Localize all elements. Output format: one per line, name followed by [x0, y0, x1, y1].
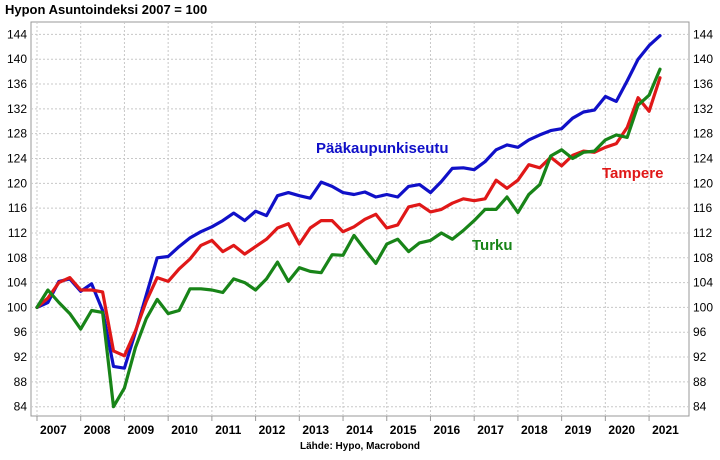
series-label-3: Turku — [472, 237, 513, 254]
x-tick-label: 2008 — [84, 423, 111, 437]
grid — [31, 22, 689, 416]
y-tick-label-right: 92 — [693, 350, 707, 364]
y-tick-label-right: 88 — [693, 375, 707, 389]
x-tick-label: 2007 — [40, 423, 67, 437]
y-tick-label-left: 136 — [7, 77, 27, 91]
x-tick-label: 2021 — [652, 423, 679, 437]
y-tick-label-left: 140 — [7, 52, 27, 66]
y-tick-label-left: 124 — [7, 152, 27, 166]
x-tick-label: 2015 — [390, 423, 417, 437]
x-tick-label: 2009 — [127, 423, 154, 437]
x-tick-label: 2018 — [521, 423, 548, 437]
x-tick-label: 2012 — [259, 423, 286, 437]
series-labels: Pääkaupunkiseutu Tampere Turku — [316, 140, 663, 254]
x-tick-label: 2017 — [477, 423, 504, 437]
y-tick-label-right: 116 — [693, 201, 712, 215]
x-tick-label: 2010 — [171, 423, 198, 437]
y-tick-label-right: 108 — [693, 251, 713, 265]
y-tick-label-left: 88 — [14, 375, 28, 389]
y-tick-label-right: 132 — [693, 102, 713, 116]
series-line-2 — [35, 76, 662, 358]
series-label-2: Tampere — [602, 165, 663, 182]
x-tick-label: 2013 — [302, 423, 329, 437]
y-tick-label-left: 144 — [7, 27, 27, 41]
y-tick-label-right: 128 — [693, 127, 713, 141]
y-tick-label-left: 96 — [14, 325, 28, 339]
y-tick-label-left: 84 — [14, 400, 28, 414]
plot-frame — [30, 21, 690, 417]
y-tick-label-right: 112 — [693, 226, 712, 240]
y-tick-label-right: 144 — [693, 27, 713, 41]
x-tick-label: 2020 — [608, 423, 635, 437]
series-line-3 — [35, 67, 662, 409]
y-tick-label-right: 140 — [693, 52, 713, 66]
y-tick-label-right: 124 — [693, 152, 713, 166]
y-tick-label-right: 136 — [693, 77, 713, 91]
y-tick-label-left: 128 — [7, 127, 27, 141]
chart-title: Hypon Asuntoindeksi 2007 = 100 — [5, 2, 208, 17]
x-tick-label: 2016 — [434, 423, 461, 437]
x-tick-label: 2019 — [565, 423, 592, 437]
y-tick-label-left: 104 — [7, 276, 27, 290]
line-chart: 84 84 88 88 92 92 96 96 100 100 104 104 108 108 112 112… — [7, 21, 713, 437]
y-tick-label-left: 92 — [14, 350, 28, 364]
y-axis-ticks: 84 84 88 88 92 92 96 96 100 100 104 104 108 108 112 112… — [7, 27, 713, 413]
y-tick-label-right: 100 — [693, 300, 713, 314]
y-tick-label-left: 112 — [8, 226, 27, 240]
x-axis-ticks: 2007 2008 2009 2010 2011 2012 2013 2014 2015 2016… — [36, 416, 679, 437]
y-tick-label-left: 120 — [7, 176, 27, 190]
series-label-1: Pääkaupunkiseutu — [316, 140, 449, 157]
x-tick-label: 2011 — [215, 423, 241, 437]
y-tick-label-left: 108 — [7, 251, 27, 265]
y-tick-label-right: 96 — [693, 325, 707, 339]
y-tick-label-right: 84 — [693, 400, 707, 414]
y-tick-label-left: 100 — [7, 300, 27, 314]
y-tick-label-right: 104 — [693, 276, 713, 290]
y-tick-label-left: 116 — [8, 201, 27, 215]
chart-source: Lähde: Hypo, Macrobond — [300, 441, 420, 452]
y-tick-label-right: 120 — [693, 176, 713, 190]
y-tick-label-left: 132 — [7, 102, 27, 116]
x-tick-label: 2014 — [346, 423, 373, 437]
series-lines — [35, 34, 662, 409]
